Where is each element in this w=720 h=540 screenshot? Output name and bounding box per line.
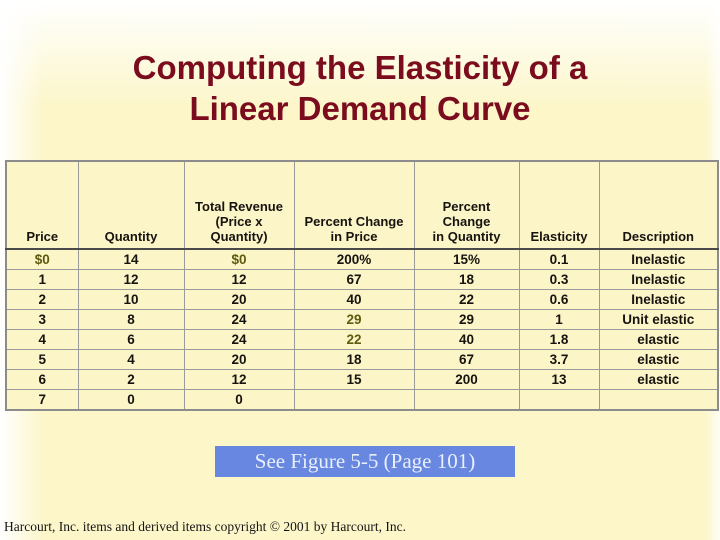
column-header: Quantity [77, 160, 185, 250]
table-cell: 8 [77, 309, 185, 330]
table-cell: Inelastic [598, 248, 719, 270]
table-cell: 67 [413, 349, 520, 370]
table-cell: 3.7 [518, 349, 600, 370]
table-cell: 200% [293, 248, 415, 270]
column-header: Price [5, 160, 79, 250]
table-row: 4 6 24 22 40 1.8 elastic [5, 329, 719, 350]
table-cell: 18 [413, 269, 520, 290]
table-cell: 0 [183, 389, 295, 411]
slide-title-line2: Linear Demand Curve [189, 90, 531, 127]
figure-caption-text: See Figure 5-5 (Page 101) [254, 449, 476, 473]
table-cell: $0 [183, 248, 295, 270]
table-cell: 67 [293, 269, 415, 290]
table-cell: 10 [77, 289, 185, 310]
table-cell: 2 [5, 289, 79, 310]
table-row: 5 4 20 18 67 3.7 elastic [5, 349, 719, 370]
table-cell: 22 [293, 329, 415, 350]
table-cell: 12 [183, 369, 295, 390]
column-header: Percent Change in Quantity [413, 160, 520, 250]
table-cell: Inelastic [598, 269, 719, 290]
table-row: $0 14 $0 200% 15% 0.1 Inelastic [5, 248, 719, 270]
table-cell: 40 [413, 329, 520, 350]
table-cell: 40 [293, 289, 415, 310]
table-row: 6 2 12 15 200 13 elastic [5, 369, 719, 390]
table-cell: 12 [183, 269, 295, 290]
table-cell: elastic [598, 349, 719, 370]
table-cell: 20 [183, 349, 295, 370]
header-row: Price Quantity Total Revenue (Price x Quan… [5, 160, 719, 250]
table-cell: 6 [5, 369, 79, 390]
table-cell [518, 389, 600, 411]
elasticity-table: Price Quantity Total Revenue (Price x Quan… [5, 160, 719, 411]
table-cell: elastic [598, 369, 719, 390]
table-cell: 18 [293, 349, 415, 370]
table-cell: 24 [183, 309, 295, 330]
table-row: 3 8 24 29 29 1 Unit elastic [5, 309, 719, 330]
column-header: Description [598, 160, 719, 250]
table-cell [413, 389, 520, 411]
table-cell: 22 [413, 289, 520, 310]
table-row: 2 10 20 40 22 0.6 Inelastic [5, 289, 719, 310]
table-cell [293, 389, 415, 411]
table-cell: Unit elastic [598, 309, 719, 330]
table-cell: 12 [77, 269, 185, 290]
table-cell: 2 [77, 369, 185, 390]
table-cell: 0.3 [518, 269, 600, 290]
table-cell: 4 [5, 329, 79, 350]
table-cell: 13 [518, 369, 600, 390]
table-cell [598, 389, 719, 411]
table-cell: 0.6 [518, 289, 600, 310]
slide-title: Computing the Elasticity of a Linear Dem… [0, 47, 720, 129]
table-cell: 29 [293, 309, 415, 330]
table-cell: 29 [413, 309, 520, 330]
table-cell: Inelastic [598, 289, 719, 310]
slide-title-line1: Computing the Elasticity of a [132, 49, 588, 86]
table-cell: 0.1 [518, 248, 600, 270]
table-cell: 5 [5, 349, 79, 370]
table-cell: 0 [77, 389, 185, 411]
table-cell: 1 [518, 309, 600, 330]
table-cell: 6 [77, 329, 185, 350]
table-cell: 200 [413, 369, 520, 390]
column-header: Percent Change in Price [293, 160, 415, 250]
table-header: Price Quantity Total Revenue (Price x Quan… [5, 160, 719, 250]
table-cell: 3 [5, 309, 79, 330]
table-cell: 4 [77, 349, 185, 370]
table-cell: 1 [5, 269, 79, 290]
table-cell: 1.8 [518, 329, 600, 350]
column-header: Total Revenue (Price x Quantity) [183, 160, 295, 250]
table-cell: 15% [413, 248, 520, 270]
table-cell: 15 [293, 369, 415, 390]
table-cell: $0 [5, 248, 79, 270]
table-cell: 7 [5, 389, 79, 411]
table-cell: 14 [77, 248, 185, 270]
table-row: 1 12 12 67 18 0.3 Inelastic [5, 269, 719, 290]
copyright-footer: Harcourt, Inc. items and derived items c… [4, 519, 407, 534]
figure-caption-box: See Figure 5-5 (Page 101) [215, 446, 515, 477]
table-cell: 24 [183, 329, 295, 350]
table-cell: 20 [183, 289, 295, 310]
table-cell: elastic [598, 329, 719, 350]
table-body: $0 14 $0 200% 15% 0.1 Inelastic 1 12 12 67 18 0.3 Ine… [5, 248, 719, 411]
column-header: Elasticity [518, 160, 600, 250]
